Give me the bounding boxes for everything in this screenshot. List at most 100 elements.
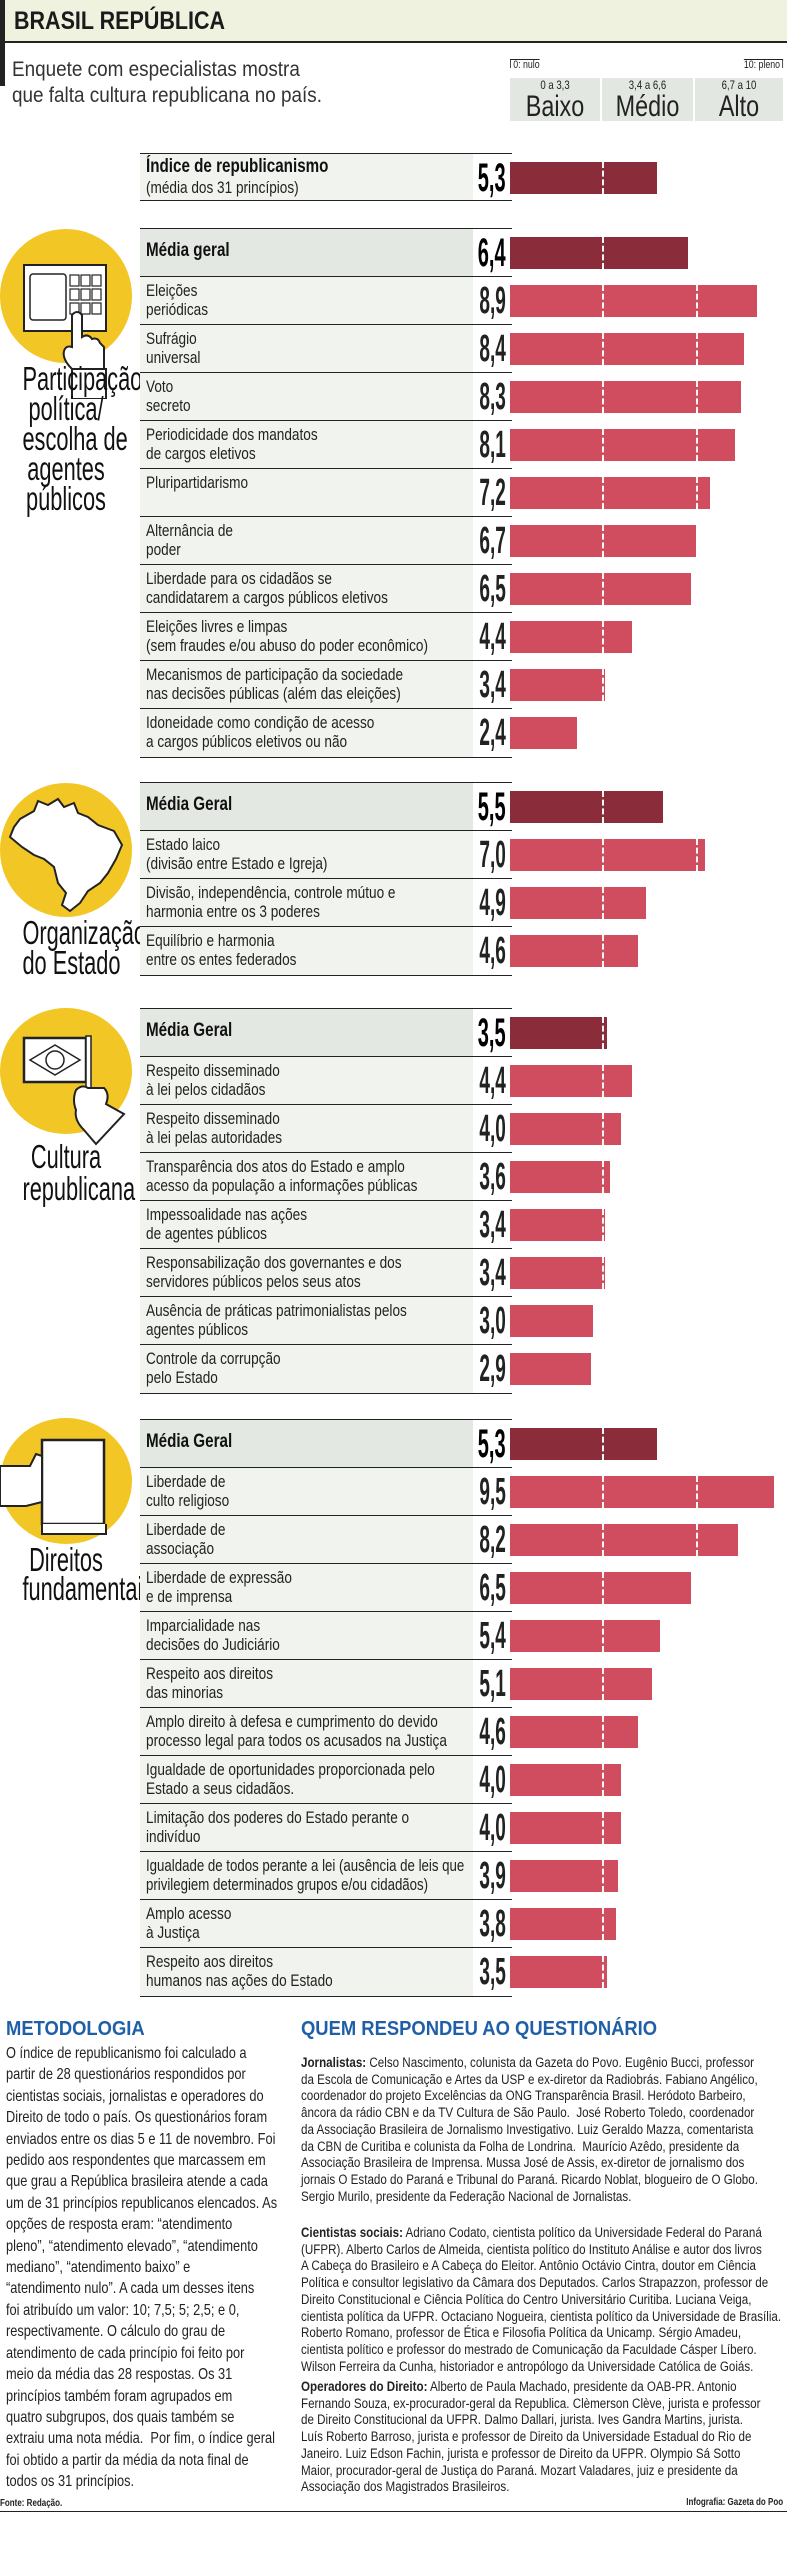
value-label: 3,8 [479, 1903, 506, 1945]
value-label: 8,9 [479, 280, 506, 322]
legend-band-mid: 3,4 a 6,6 Médio [602, 78, 693, 123]
principle-bar [510, 573, 691, 605]
value-label: 8,4 [479, 328, 506, 370]
value-label: 2,4 [479, 712, 506, 754]
threshold-marker [601, 1017, 604, 1049]
value-label: 6,5 [479, 1567, 506, 1609]
value-label: 3,5 [478, 1011, 506, 1055]
mean-label: Média Geral [146, 1431, 233, 1452]
threshold-marker [601, 1716, 604, 1748]
principle-bar [510, 1524, 738, 1556]
mean-bar [510, 237, 688, 269]
section-title: Organização do Estado [22, 914, 146, 981]
threshold-marker [601, 1908, 604, 1940]
principle-bar [510, 1860, 619, 1892]
label-background [140, 1009, 473, 1056]
principle-label: Respeito disseminado à lei pelos cidadão… [146, 1061, 280, 1099]
principle-bar [510, 1620, 661, 1652]
label-background [140, 1201, 473, 1248]
value-label: 3,6 [479, 1156, 506, 1198]
principle-label: Idoneidade como condição de acesso a car… [146, 713, 375, 751]
principle-bar [510, 525, 697, 557]
subtitle-line: Enquete com especialistas mostra [12, 58, 300, 81]
principle-label: Eleições periódicas [146, 281, 208, 319]
principle-label: Respeito disseminado à lei pelas autorid… [146, 1109, 283, 1147]
group-lead: Jornalistas: [301, 2055, 367, 2070]
label-background [140, 1852, 473, 1899]
label-background [140, 1612, 473, 1659]
legend-band-range: 0 a 3,3 [540, 78, 570, 92]
principle-bar [510, 1908, 616, 1940]
principle-label: Limitação dos poderes do Estado perante … [146, 1808, 410, 1846]
threshold-marker [601, 1065, 604, 1097]
header-band [0, 0, 787, 43]
label-background [140, 661, 473, 708]
threshold-marker [601, 477, 604, 509]
principle-row: Amplo direito à defesa e cumprimento do … [140, 1707, 638, 1755]
mean-bar [510, 791, 663, 823]
methodology-body: O índice de republicanismo foi calculado… [6, 2045, 278, 2491]
label-background [140, 154, 473, 200]
principle-bar [510, 1764, 622, 1796]
threshold-marker [601, 1524, 604, 1556]
principle-row: Respeito aos direitos das minorias 5,1 [140, 1659, 652, 1707]
group-text: Alberto de Paula Machado, presidente da … [301, 2379, 761, 2495]
principle-label: Liberdade para os cidadãos se candidatar… [146, 569, 388, 607]
label-background [140, 927, 473, 975]
section-title: Participação política/ escolha de agente… [22, 360, 143, 517]
index-value: 5,3 [478, 156, 506, 200]
threshold-marker [601, 1668, 604, 1700]
threshold-marker [601, 162, 604, 194]
section-mean-row: Média geral 6,4 [140, 228, 688, 276]
legend-band-range: 6,7 a 10 [721, 78, 757, 92]
principle-label: Igualdade de oportunidades proporcionada… [146, 1760, 435, 1798]
threshold-marker [696, 333, 699, 365]
respondents-heading: QUEM RESPONDEU AO QUESTIONÁRIO [301, 2018, 658, 2040]
principle-row: Equilíbrio e harmonia entre os entes fed… [140, 926, 638, 976]
legend-band-label: Médio [615, 90, 680, 123]
label-background [140, 1708, 473, 1755]
legend-band-range: 3,4 a 6,6 [628, 78, 667, 92]
principle-label: Mecanismos de participação da sociedade … [146, 665, 404, 703]
principle-row: Igualdade de todos perante a lei (ausênc… [140, 1851, 619, 1899]
label-background [140, 1564, 473, 1611]
page-title: BRASIL REPÚBLICA [14, 7, 226, 35]
label-background [140, 1420, 473, 1467]
label-background [140, 277, 473, 324]
principle-bar [510, 621, 633, 653]
value-label: 3,4 [479, 1204, 506, 1246]
index-subtitle: (média dos 31 princípios) [146, 178, 299, 197]
header-accent-bar [0, 0, 5, 86]
value-label: 6,4 [478, 231, 506, 275]
threshold-marker [601, 669, 604, 701]
credit: Infografia: Gazeta do Poo [686, 2497, 783, 2508]
mean-bar [510, 1428, 658, 1460]
value-label: 4,6 [479, 930, 506, 972]
principle-bar [510, 1812, 622, 1844]
principle-row: Voto secreto 8,3 [140, 372, 741, 420]
label-background [140, 613, 473, 660]
value-label: 4,0 [479, 1759, 506, 1801]
label-background [140, 1468, 473, 1515]
value-label: 5,5 [478, 785, 506, 829]
threshold-marker [601, 1161, 604, 1193]
mean-label: Média geral [146, 240, 230, 261]
principle-bar [510, 669, 605, 701]
principle-row: Pluripartidarismo 7,2 [140, 468, 711, 516]
principle-label: Ausência de práticas patrimonialistas pe… [146, 1301, 407, 1339]
label-background [140, 565, 473, 612]
threshold-marker [601, 1428, 604, 1460]
threshold-marker [696, 1476, 699, 1508]
principle-row: Amplo acesso à Justiça 3,8 [140, 1899, 616, 1947]
value-label: 7,0 [479, 834, 506, 876]
threshold-marker [601, 1113, 604, 1145]
label-background [140, 1948, 473, 1996]
value-label: 3,9 [479, 1855, 506, 1897]
threshold-marker [601, 1620, 604, 1652]
principle-bar [510, 429, 736, 461]
value-label: 5,1 [479, 1663, 506, 1705]
principle-row: Controle da corrupção pelo Estado 2,9 [140, 1344, 591, 1394]
value-label: 4,4 [479, 1060, 506, 1102]
index-row: Índice de republicanismo (média dos 31 p… [140, 153, 658, 201]
principle-label: Equilíbrio e harmonia entre os entes fed… [146, 931, 297, 969]
